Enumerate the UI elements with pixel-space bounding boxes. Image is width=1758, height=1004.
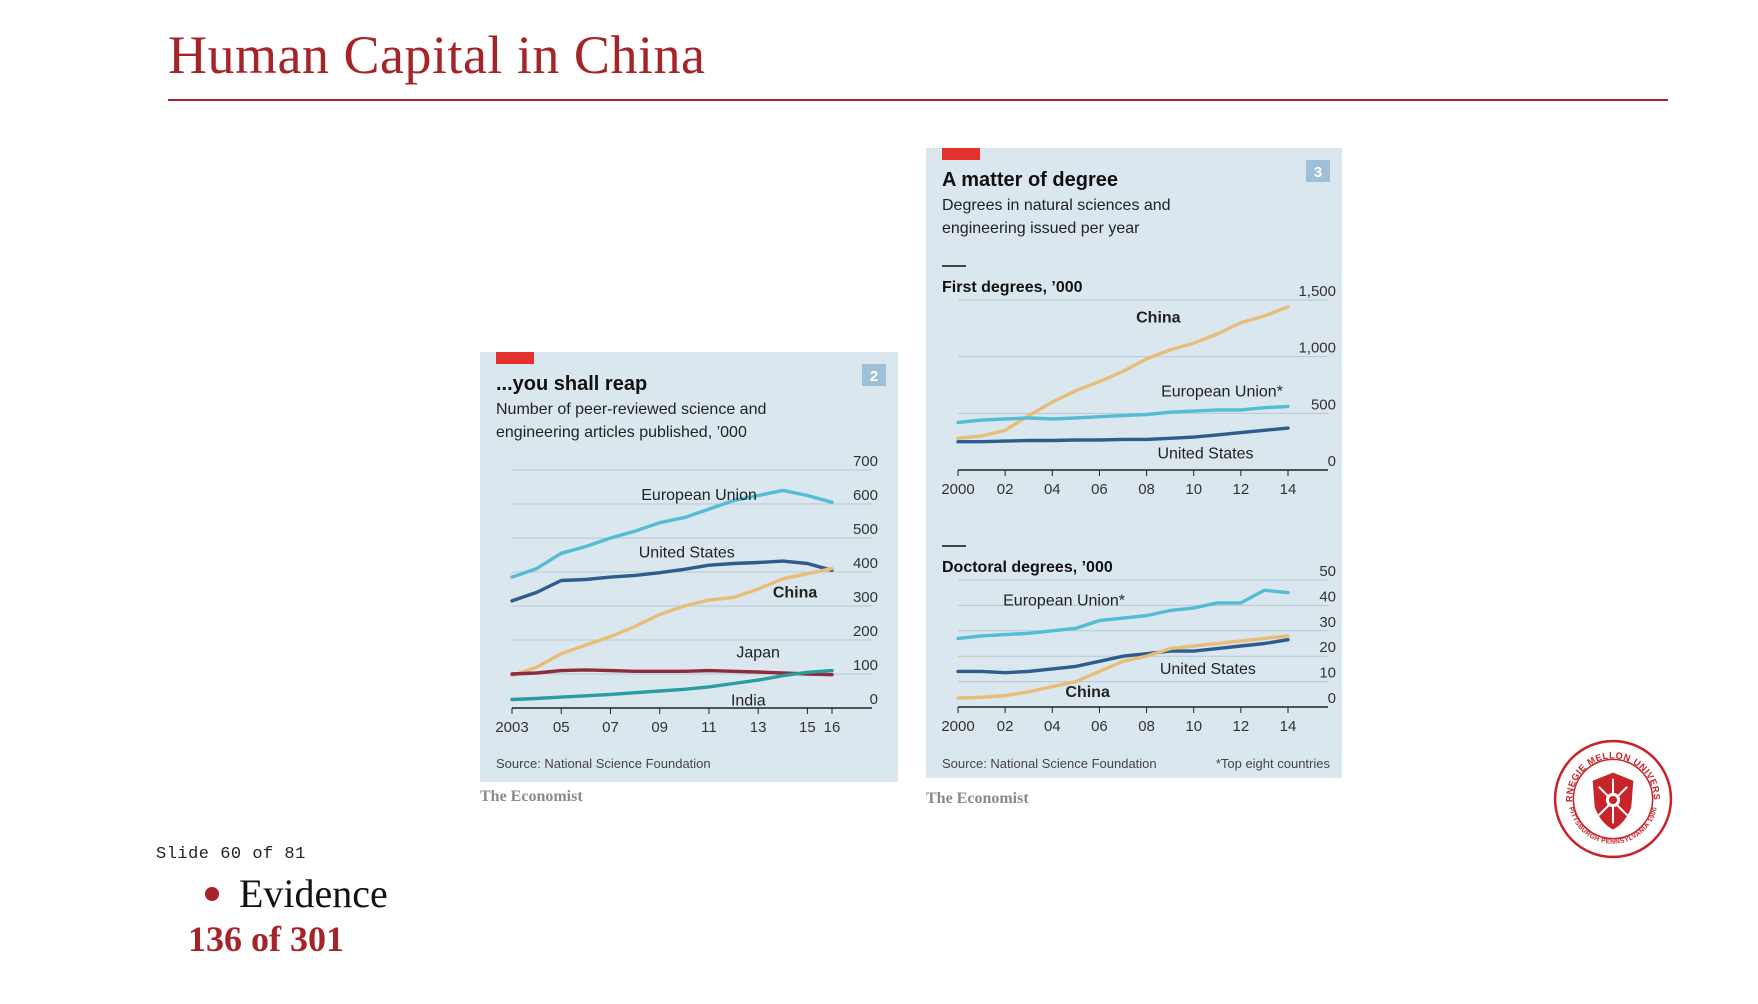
articles-x-tick-label: 16 bbox=[824, 719, 841, 736]
articles-series-china-label: China bbox=[773, 585, 818, 602]
articles-series-india-label: India bbox=[731, 693, 766, 710]
first-degrees-panel-title: First degrees, ’000 bbox=[942, 279, 1083, 296]
first-degrees-x-tick-label: 12 bbox=[1233, 481, 1250, 498]
articles-x-tick-label: 13 bbox=[750, 719, 767, 736]
articles-subtitle-line: Number of peer-reviewed science and bbox=[496, 401, 766, 418]
doctoral-degrees-x-tick-label: 08 bbox=[1138, 718, 1155, 735]
first-degrees-series-united-states-line bbox=[956, 426, 1290, 444]
degrees-badge-number: 3 bbox=[1314, 164, 1322, 181]
doctoral-degrees-series-china-line bbox=[956, 634, 1290, 700]
slide-counter: Slide 60 of 81 bbox=[156, 845, 306, 864]
articles-red-tab bbox=[496, 352, 534, 364]
doctoral-degrees-y-tick-label: 30 bbox=[1319, 614, 1336, 631]
doctoral-degrees-y-tick-label: 10 bbox=[1319, 665, 1336, 682]
first-degrees-x-tick-label: 04 bbox=[1044, 481, 1061, 498]
articles-series-european-union-label: European Union bbox=[641, 487, 757, 504]
bullet-dot bbox=[205, 886, 219, 901]
first-degrees-x-tick-label: 2000 bbox=[941, 481, 974, 498]
slide-title: Human Capital in China bbox=[168, 25, 706, 85]
degrees-subtitle-line: Degrees in natural sciences and bbox=[942, 197, 1171, 214]
page-counter: 136 of 301 bbox=[188, 919, 344, 959]
articles-x-tick-label: 07 bbox=[602, 719, 619, 736]
articles-series-china-line bbox=[510, 566, 834, 678]
doctoral-degrees-x-tick-label: 14 bbox=[1280, 718, 1297, 735]
first-degrees-y-tick-label: 1,000 bbox=[1298, 340, 1336, 357]
doctoral-degrees-x-tick-label: 10 bbox=[1185, 718, 1202, 735]
articles-x-tick-label: 05 bbox=[553, 719, 570, 736]
doctoral-degrees-x-tick-label: 04 bbox=[1044, 718, 1061, 735]
doctoral-degrees-x-tick-label: 02 bbox=[997, 718, 1014, 735]
articles-series-japan-label: Japan bbox=[736, 645, 780, 662]
first-degrees-y-tick-label: 0 bbox=[1328, 453, 1336, 470]
doctoral-degrees-series-united-states-label: United States bbox=[1160, 661, 1256, 678]
articles-series-india-line bbox=[510, 668, 834, 702]
articles-x-tick-label: 2003 bbox=[495, 719, 528, 736]
first-degrees-x-tick-label: 10 bbox=[1185, 481, 1202, 498]
first-degrees-x-tick-label: 14 bbox=[1280, 481, 1297, 498]
articles-series-united-states-label: United States bbox=[639, 545, 735, 562]
chart-credit-degrees: The Economist bbox=[926, 790, 1029, 807]
doctoral-degrees-x-tick-label: 06 bbox=[1091, 718, 1108, 735]
articles-y-tick-label: 700 bbox=[853, 453, 878, 470]
degrees-source: Source: National Science Foundation bbox=[942, 756, 1157, 771]
articles-x-tick-label: 09 bbox=[651, 719, 668, 736]
doctoral-degrees-series-european-union-label: European Union* bbox=[1003, 592, 1125, 609]
chart-articles-published: 2 ...you shall reap Number of peer-reviewe… bbox=[480, 352, 898, 782]
doctoral-degrees-series-china-label: China bbox=[1065, 684, 1110, 701]
first-degrees-series-european-union-label: European Union* bbox=[1161, 383, 1283, 400]
degrees-panel-background bbox=[926, 148, 1342, 778]
first-degrees-y-tick-label: 500 bbox=[1311, 396, 1336, 413]
articles-title: ...you shall reap bbox=[496, 373, 647, 395]
doctoral-degrees-y-tick-label: 0 bbox=[1328, 690, 1336, 707]
articles-y-tick-label: 100 bbox=[853, 657, 878, 674]
articles-y-tick-label: 300 bbox=[853, 589, 878, 606]
degrees-title: A matter of degree bbox=[942, 169, 1118, 191]
articles-x-tick-label: 11 bbox=[701, 719, 717, 736]
chart-credit-articles: The Economist bbox=[480, 788, 583, 805]
first-degrees-y-tick-label: 1,500 bbox=[1298, 283, 1336, 300]
chart-degrees-issued: 3 A matter of degree Degrees in natural sc… bbox=[926, 148, 1342, 778]
articles-x-tick-label: 15 bbox=[799, 719, 816, 736]
articles-y-tick-label: 200 bbox=[853, 623, 878, 640]
doctoral-degrees-x-tick-label: 12 bbox=[1233, 718, 1250, 735]
doctoral-degrees-series-united-states-line bbox=[956, 638, 1290, 675]
doctoral-degrees-y-tick-label: 50 bbox=[1319, 563, 1336, 580]
bullet-text: Evidence bbox=[239, 871, 388, 916]
doctoral-degrees-y-tick-label: 20 bbox=[1319, 639, 1336, 656]
articles-series-european-union-line bbox=[510, 488, 834, 579]
articles-y-tick-label: 500 bbox=[853, 521, 878, 538]
first-degrees-x-tick-label: 02 bbox=[997, 481, 1014, 498]
degrees-subtitle-line: engineering issued per year bbox=[942, 220, 1140, 237]
articles-y-tick-label: 600 bbox=[853, 487, 878, 504]
articles-source: Source: National Science Foundation bbox=[496, 756, 711, 771]
doctoral-degrees-y-tick-label: 40 bbox=[1319, 588, 1336, 605]
first-degrees-series-china-line bbox=[956, 305, 1290, 440]
first-degrees-series-united-states-label: United States bbox=[1157, 446, 1253, 463]
first-degrees-x-tick-label: 08 bbox=[1138, 481, 1155, 498]
articles-subtitle-line: engineering articles published, ’000 bbox=[496, 424, 747, 441]
degrees-footnote: *Top eight countries bbox=[1216, 756, 1331, 771]
first-degrees-series-european-union-line bbox=[956, 404, 1290, 425]
university-seal-logo: CARNEGIE MELLON UNIVERSITY PITTSBURGH PE… bbox=[1552, 738, 1673, 859]
articles-series-united-states-line bbox=[510, 559, 834, 603]
articles-series-japan-line bbox=[510, 668, 834, 677]
first-degrees-series-china-label: China bbox=[1136, 310, 1181, 327]
doctoral-degrees-x-tick-label: 2000 bbox=[941, 718, 974, 735]
degrees-badge-box bbox=[1306, 160, 1330, 182]
title-underline bbox=[168, 99, 1668, 101]
articles-y-tick-label: 400 bbox=[853, 555, 878, 572]
first-degrees-x-tick-label: 06 bbox=[1091, 481, 1108, 498]
degrees-red-tab bbox=[942, 148, 980, 160]
articles-y-tick-label: 0 bbox=[870, 691, 878, 708]
bullet-item: Evidence bbox=[205, 870, 388, 917]
articles-badge-box bbox=[862, 364, 886, 386]
doctoral-degrees-series-european-union-line bbox=[956, 588, 1290, 641]
doctoral-degrees-panel-title: Doctoral degrees, ’000 bbox=[942, 559, 1113, 576]
articles-badge-number: 2 bbox=[870, 368, 878, 385]
